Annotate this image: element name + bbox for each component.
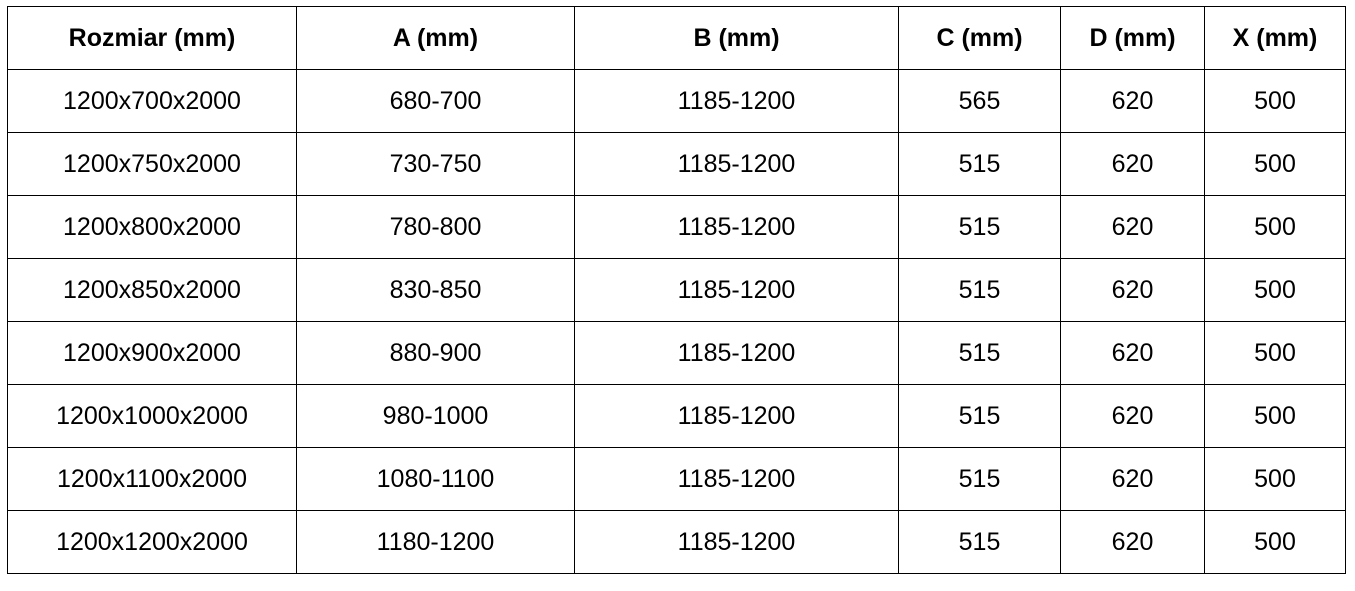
table-cell: 730-750 — [296, 132, 575, 196]
table-cell: 500 — [1204, 69, 1346, 133]
table-cell: 880-900 — [296, 321, 575, 385]
table-cell: 515 — [898, 195, 1061, 259]
table-cell: 1185-1200 — [574, 447, 899, 511]
table-cell: 1200x850x2000 — [7, 258, 297, 322]
table-cell: 1185-1200 — [574, 321, 899, 385]
table-cell: 620 — [1060, 195, 1205, 259]
table-cell: 500 — [1204, 132, 1346, 196]
table-cell: 515 — [898, 321, 1061, 385]
column-header: C (mm) — [898, 6, 1061, 70]
table-cell: 1080-1100 — [296, 447, 575, 511]
table-cell: 620 — [1060, 69, 1205, 133]
table-cell: 1200x750x2000 — [7, 132, 297, 196]
table-cell: 1185-1200 — [574, 510, 899, 574]
table-cell: 1200x1000x2000 — [7, 384, 297, 448]
table-row: 1200x700x2000 680-700 1185-1200 565 620 500 — [7, 69, 1346, 133]
header-row: Rozmiar (mm) A (mm) B (mm) C (mm) D (mm) X (m… — [7, 6, 1346, 70]
table-cell: 1200x700x2000 — [7, 69, 297, 133]
table-cell: 565 — [898, 69, 1061, 133]
table-row: 1200x850x2000 830-850 1185-1200 515 620 500 — [7, 258, 1346, 322]
table-cell: 500 — [1204, 447, 1346, 511]
table-cell: 680-700 — [296, 69, 575, 133]
table-cell: 515 — [898, 447, 1061, 511]
table-cell: 1185-1200 — [574, 384, 899, 448]
column-header: A (mm) — [296, 6, 575, 70]
table-cell: 1185-1200 — [574, 132, 899, 196]
table-cell: 1200x800x2000 — [7, 195, 297, 259]
table-cell: 620 — [1060, 510, 1205, 574]
table-row: 1200x800x2000 780-800 1185-1200 515 620 500 — [7, 195, 1346, 259]
column-header: B (mm) — [574, 6, 899, 70]
table-cell: 515 — [898, 510, 1061, 574]
table-cell: 620 — [1060, 447, 1205, 511]
table-cell: 830-850 — [296, 258, 575, 322]
table-cell: 515 — [898, 258, 1061, 322]
column-header: Rozmiar (mm) — [7, 6, 297, 70]
table-row: 1200x1100x2000 1080-1100 1185-1200 515 620 50… — [7, 447, 1346, 511]
table-row: 1200x1200x2000 1180-1200 1185-1200 515 620 50… — [7, 510, 1346, 574]
table-cell: 1185-1200 — [574, 258, 899, 322]
table-row: 1200x1000x2000 980-1000 1185-1200 515 620 500 — [7, 384, 1346, 448]
table-cell: 1200x1100x2000 — [7, 447, 297, 511]
table-cell: 500 — [1204, 321, 1346, 385]
table-cell: 500 — [1204, 510, 1346, 574]
table-cell: 500 — [1204, 195, 1346, 259]
table-cell: 620 — [1060, 132, 1205, 196]
table-cell: 620 — [1060, 258, 1205, 322]
table-cell: 1185-1200 — [574, 195, 899, 259]
column-header: D (mm) — [1060, 6, 1205, 70]
dimensions-table: Rozmiar (mm) A (mm) B (mm) C (mm) D (mm) X (m… — [7, 6, 1346, 574]
table-cell: 1200x1200x2000 — [7, 510, 297, 574]
table-cell: 620 — [1060, 321, 1205, 385]
table-cell: 780-800 — [296, 195, 575, 259]
table-cell: 620 — [1060, 384, 1205, 448]
column-header: X (mm) — [1204, 6, 1346, 70]
table-row: 1200x750x2000 730-750 1185-1200 515 620 500 — [7, 132, 1346, 196]
table-cell: 515 — [898, 384, 1061, 448]
table-cell: 500 — [1204, 258, 1346, 322]
table-cell: 1185-1200 — [574, 69, 899, 133]
table-cell: 1180-1200 — [296, 510, 575, 574]
table-cell: 515 — [898, 132, 1061, 196]
table-cell: 1200x900x2000 — [7, 321, 297, 385]
table-cell: 980-1000 — [296, 384, 575, 448]
table-row: 1200x900x2000 880-900 1185-1200 515 620 500 — [7, 321, 1346, 385]
table-cell: 500 — [1204, 384, 1346, 448]
